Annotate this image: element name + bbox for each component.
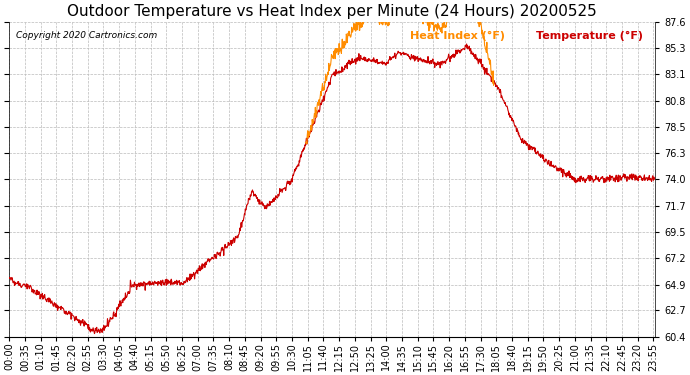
Text: Heat Index (°F): Heat Index (°F) <box>410 31 504 41</box>
Text: Copyright 2020 Cartronics.com: Copyright 2020 Cartronics.com <box>16 31 157 40</box>
Text: Temperature (°F): Temperature (°F) <box>535 31 642 41</box>
Title: Outdoor Temperature vs Heat Index per Minute (24 Hours) 20200525: Outdoor Temperature vs Heat Index per Mi… <box>68 4 597 19</box>
